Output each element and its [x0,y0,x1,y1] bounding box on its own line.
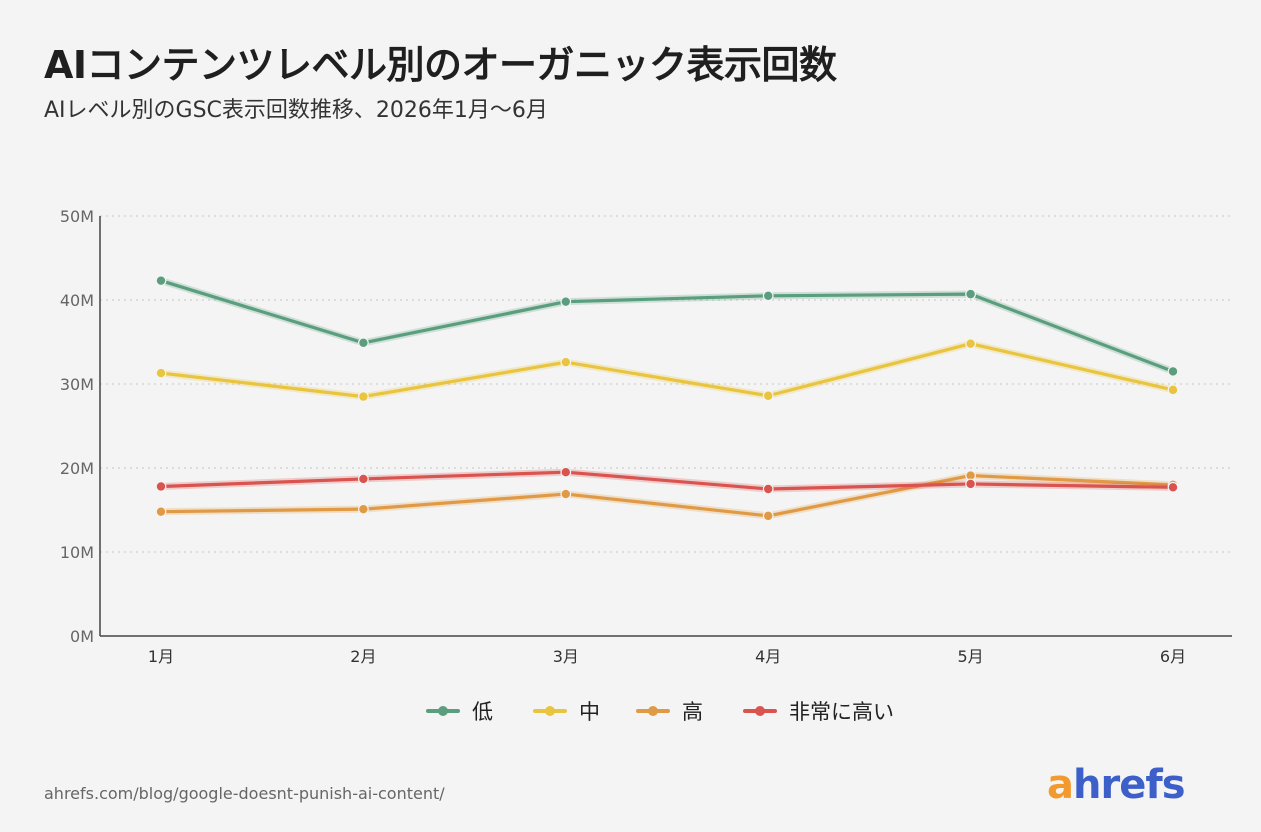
data-point [560,488,572,500]
series-line [159,342,1175,399]
data-point [762,510,774,522]
data-point [358,391,369,403]
legend-label: 低 [472,700,493,724]
series-1 [155,275,1179,377]
data-point [1167,481,1179,493]
legend-item: 中 [533,700,600,724]
y-tick-label: 10M [60,543,94,562]
axes: 0M 10M 20M 30M 40M 50M 1月 2月 3月 4月 5月 6月 [60,207,1232,666]
data-point [358,473,369,485]
x-tick-label: 2月 [350,647,376,666]
legend-item: 低 [426,700,493,724]
legend-label: 中 [579,700,600,724]
y-tick-label: 30M [60,375,94,394]
x-tick-label: 4月 [755,647,781,666]
series-3 [155,470,1179,522]
source-url: ahrefs.com/blog/google-doesnt-punish-ai-… [44,784,445,803]
y-tick-label: 0M [70,627,94,646]
data-point [1167,366,1179,377]
data-point [965,288,976,300]
data-point [155,275,167,287]
y-tick-label: 20M [60,459,94,478]
y-tick-label: 50M [60,207,94,226]
ahrefs-logo: ahrefs [1047,762,1186,808]
x-tick-label: 1月 [148,647,174,666]
data-point [155,481,167,492]
data-point [155,367,167,379]
legend-label: 非常に高い [789,700,894,724]
series-4 [155,466,1179,495]
data-point [762,390,774,402]
chart-title: AIコンテンツレベル別のオーガニック表示回数 [44,43,837,87]
data-point [560,466,572,478]
series-line [159,279,1175,373]
data-point [560,296,572,308]
series-2 [155,338,1179,403]
series-line-glow [157,340,1177,401]
data-point [560,356,572,368]
data-point [762,483,774,495]
data-point [155,506,167,518]
legend-label: 高 [682,700,703,724]
data-point [1167,384,1179,396]
legend-item: 高 [636,700,703,724]
series-lines [155,275,1179,522]
legend-item: 非常に高い [743,700,894,724]
legend-marker [438,706,448,716]
x-tick-label: 6月 [1160,647,1186,666]
legend-marker [545,706,555,716]
legend-marker [648,706,658,716]
data-point [358,337,369,349]
data-point [965,478,976,490]
chart-subtitle: AIレベル別のGSC表示回数推移、2026年1月〜6月 [44,98,548,123]
data-point [762,290,774,302]
x-tick-label: 5月 [958,647,984,666]
data-point [358,503,369,515]
series-line [159,470,1175,491]
data-point [965,338,976,350]
legend-marker [755,706,765,716]
y-tick-label: 40M [60,291,94,310]
legend: 低 中 高 非常に高い [426,700,894,724]
series-line [159,473,1175,518]
x-tick-label: 3月 [553,647,579,666]
